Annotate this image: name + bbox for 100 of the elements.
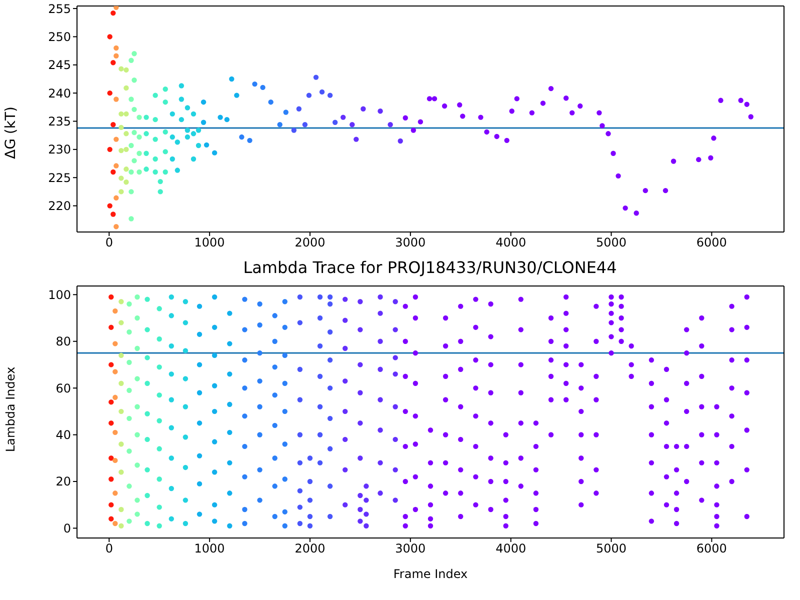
point (317, 404, 323, 410)
point (126, 448, 132, 454)
point (134, 498, 140, 503)
point (212, 439, 218, 444)
point (200, 99, 206, 105)
point (257, 350, 262, 356)
point (178, 83, 184, 88)
point (124, 180, 129, 185)
point (596, 110, 602, 116)
point (144, 355, 150, 360)
point (242, 357, 248, 363)
point (272, 484, 278, 489)
point (708, 155, 714, 160)
point (152, 116, 158, 122)
point (184, 105, 190, 110)
point (126, 329, 132, 335)
x-tick-label: 1000 (194, 542, 225, 556)
point (156, 504, 162, 510)
point (227, 490, 232, 496)
point (178, 96, 184, 102)
point (144, 492, 150, 498)
point (342, 436, 348, 442)
point (156, 392, 162, 398)
point (124, 67, 129, 73)
point (196, 512, 202, 517)
point (342, 318, 348, 323)
y-tick-label: 60 (56, 381, 71, 396)
point (242, 474, 248, 480)
y-tick-label: 0 (63, 521, 71, 536)
point (358, 506, 363, 512)
point (260, 84, 266, 90)
point (257, 301, 262, 307)
point (392, 299, 398, 304)
point (319, 89, 325, 95)
point (358, 327, 363, 332)
point (378, 310, 383, 316)
point (392, 404, 398, 410)
point (108, 324, 114, 330)
point (242, 520, 248, 526)
point (132, 106, 137, 112)
point (242, 385, 248, 391)
point (190, 156, 196, 162)
point (124, 85, 129, 91)
point (364, 498, 369, 503)
point (112, 520, 118, 526)
point (548, 86, 554, 92)
point (152, 156, 158, 162)
point (196, 453, 202, 458)
y-tick-label: 240 (48, 86, 71, 100)
point (272, 313, 278, 318)
point (156, 476, 162, 482)
point (108, 456, 114, 461)
point (182, 320, 188, 326)
point (242, 327, 248, 332)
point (257, 322, 262, 328)
point (168, 294, 174, 300)
point (184, 128, 190, 133)
point (170, 134, 176, 140)
point (190, 111, 196, 117)
point (229, 76, 234, 82)
point (364, 523, 369, 528)
point (317, 460, 323, 466)
point (327, 385, 333, 391)
point (392, 327, 398, 332)
point (190, 131, 196, 136)
point (426, 96, 432, 102)
point (282, 408, 288, 414)
point (392, 436, 398, 442)
point (247, 138, 252, 144)
point (118, 442, 124, 447)
y-tick-label: 80 (56, 334, 71, 349)
point (282, 299, 288, 304)
point (144, 166, 149, 172)
point (748, 114, 754, 120)
point (134, 315, 140, 321)
point (622, 205, 628, 211)
point (112, 490, 118, 496)
x-tick-label: 4000 (496, 236, 526, 250)
point (118, 506, 124, 512)
point (358, 518, 363, 524)
point (257, 467, 262, 472)
point (514, 96, 520, 102)
point (358, 299, 363, 304)
point (196, 142, 202, 148)
point (118, 189, 124, 194)
point (268, 99, 274, 105)
point (227, 430, 232, 436)
point (128, 142, 134, 148)
point (402, 115, 408, 120)
point (168, 486, 174, 492)
point (227, 402, 232, 408)
point (114, 195, 119, 201)
point (342, 467, 348, 472)
point (358, 420, 363, 426)
point (327, 484, 333, 489)
point (108, 362, 114, 368)
point (118, 111, 124, 117)
chart-title: Lambda Trace for PROJ18433/RUN30/CLONE44 (242, 258, 618, 279)
y-tick-label: 235 (48, 114, 71, 129)
point (110, 212, 116, 217)
